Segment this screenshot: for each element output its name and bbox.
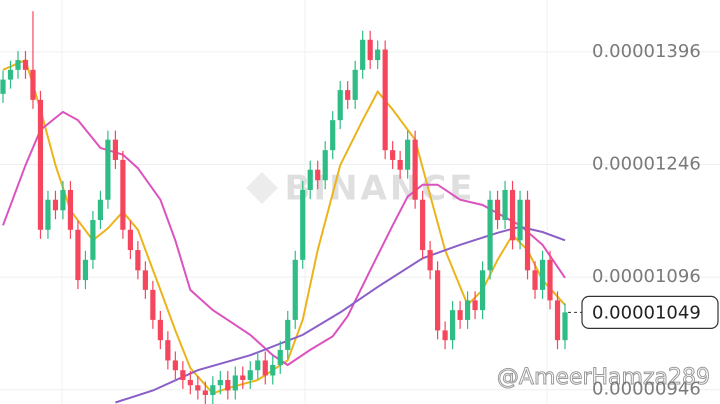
candle-body [30,69,36,100]
candle-body [202,390,208,395]
watermark: BINANCE [285,169,476,209]
candle-body [509,189,516,241]
candle-body [330,120,336,151]
y-axis: 0.00001396 0.00001246 0.00001096 0.00000946… [568,41,719,400]
candle-body [517,199,523,241]
candle-body [142,270,148,290]
candle-body [90,220,96,260]
candle-body [285,319,291,350]
candle-body [292,259,298,320]
candle-body [157,319,163,341]
candles [0,11,568,404]
candle-body [97,199,104,221]
candle-body [352,69,358,100]
candle-body [435,270,441,331]
candle-body [232,375,238,391]
candle-body [345,90,351,100]
candle-body [539,259,546,290]
y-tick-label: 0.00001396 [592,41,701,62]
candle-body [7,69,14,80]
candle-body [15,60,21,70]
candle-body [554,300,561,341]
candle-body [60,189,66,211]
candle-body [382,49,388,151]
candle-body [217,379,223,386]
y-tick-label: 0.00001096 [592,266,701,287]
candle-body [450,310,456,341]
candle-body [547,259,553,301]
candle-body [457,310,463,320]
candle-body [180,370,186,380]
candle-body [322,150,328,181]
candle-body [255,360,261,371]
candle-body [195,385,201,391]
candle-body [502,189,508,221]
candle-body [127,229,133,251]
candle-body [367,39,373,61]
watermark-logo [246,172,278,204]
candle-body [210,385,216,395]
candle-body [22,60,29,70]
candle-body [247,370,253,380]
credit: @AmeerHamza289 [497,365,710,390]
candle-body [165,340,171,361]
y-tick-label: 0.00001246 [592,153,701,174]
candle-body [150,289,156,320]
candle-body [240,375,246,380]
candle-body [307,169,313,190]
moving-averages [2,58,566,404]
candle-body [270,364,276,376]
candle-body [52,199,59,211]
candle-body [0,79,6,94]
moving-average-line [2,58,566,395]
candle-body [37,99,44,230]
candle-body [479,270,486,311]
candle-body [487,199,493,271]
candle-body [300,189,306,260]
candle-body [464,300,471,320]
candle-body [524,199,531,271]
candle-body [412,139,418,200]
candle-body [472,300,478,311]
candle-body [105,139,111,200]
candle-body [360,39,366,70]
candle-body [67,189,74,230]
candle-body [277,349,283,365]
candle-body [562,312,568,341]
candle-body [397,159,403,170]
candle-body [135,250,141,271]
candle-body [405,139,411,170]
candle-body [532,270,538,290]
candle-body [120,159,126,230]
candle-body [112,139,118,160]
candle-body [337,90,343,121]
candle-body [262,360,268,376]
candle-body [420,199,426,251]
candle-body [494,199,501,221]
price-box [581,295,719,329]
candle-body [375,49,381,61]
candle-body [45,199,51,230]
candle-body [172,360,178,371]
candle-body [225,379,231,391]
y-tick-label: 0.00000946 [592,379,701,400]
candle-body [82,259,89,281]
current-price-label: 0.00001049 [592,302,701,323]
candle-body [390,150,396,160]
grid [0,51,720,391]
candle-body [315,169,321,181]
candle-body [187,379,193,386]
candle-body [427,250,433,271]
candle-body [442,330,448,341]
candle-body [75,229,81,281]
